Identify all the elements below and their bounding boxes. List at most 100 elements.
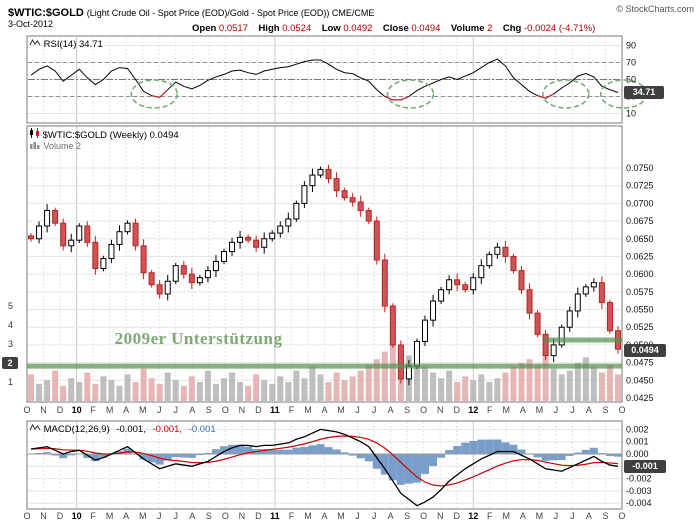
macd-histogram-bar bbox=[557, 454, 566, 461]
quote-bar: Open 0.0517 High 0.0524 Low 0.0492 Close… bbox=[192, 18, 601, 36]
close-label: Close bbox=[382, 23, 409, 34]
rsi-label: RSI(14) 34.71 bbox=[43, 39, 103, 50]
svg-text:S: S bbox=[602, 511, 608, 521]
macd-histogram-bar bbox=[589, 447, 598, 454]
svg-text:S: S bbox=[206, 405, 212, 415]
macd-histogram-bar bbox=[380, 454, 389, 475]
price-label: $WTIC:$GOLD (Weekly) 0.0494 bbox=[42, 130, 179, 141]
volume-bars bbox=[28, 344, 621, 401]
macd-histogram-bar bbox=[228, 444, 237, 454]
price-legend: $WTIC:$GOLD (Weekly) 0.0494 bbox=[29, 128, 179, 141]
svg-text:J: J bbox=[355, 405, 360, 415]
macd-histogram-bar bbox=[316, 444, 325, 454]
svg-text:N: N bbox=[437, 511, 444, 521]
macd-histogram-bar bbox=[195, 454, 204, 456]
volume-bars-icon bbox=[30, 142, 40, 149]
macd-histogram-bar bbox=[91, 454, 100, 462]
macd-histogram-bar bbox=[581, 449, 590, 454]
chg-label: Chg bbox=[502, 23, 522, 34]
svg-text:10: 10 bbox=[72, 511, 82, 521]
macd-histogram-bar bbox=[187, 454, 196, 458]
macd-histogram-bar bbox=[501, 442, 510, 454]
low-value: 0.0492 bbox=[343, 23, 373, 34]
svg-text:0.0700: 0.0700 bbox=[626, 198, 654, 208]
symbol: $WTIC:$GOLD bbox=[8, 7, 84, 19]
rsi-series bbox=[30, 58, 648, 109]
macd-histogram-bar bbox=[565, 454, 574, 456]
macd-histogram-bar bbox=[461, 442, 470, 454]
macd-histogram-bar bbox=[412, 454, 421, 483]
macd-hist-value: -0.001 bbox=[188, 424, 216, 435]
quote-close: Close 0.0494 bbox=[383, 23, 441, 34]
macd-histogram-bar bbox=[292, 447, 301, 454]
oversold-ellipse bbox=[130, 79, 179, 109]
panel-borders bbox=[26, 35, 623, 510]
svg-text:J: J bbox=[570, 511, 575, 521]
svg-text:A: A bbox=[388, 405, 394, 415]
macd-histogram-bar bbox=[485, 439, 494, 454]
macd-histogram-bar bbox=[396, 454, 405, 485]
low-label: Low bbox=[321, 23, 341, 34]
macd-histogram-bar bbox=[429, 454, 438, 467]
macd-histogram-bar bbox=[139, 454, 148, 460]
svg-text:J: J bbox=[174, 405, 179, 415]
volume-label: Volume bbox=[450, 23, 485, 34]
svg-text:90: 90 bbox=[626, 41, 636, 51]
macd-histogram-bar bbox=[155, 454, 164, 465]
volume-value: 2 bbox=[487, 23, 493, 34]
macd-histogram-bar bbox=[364, 454, 373, 462]
volume-legend-label: Volume 2 bbox=[43, 141, 82, 151]
svg-text:M: M bbox=[106, 511, 114, 521]
svg-text:0.0475: 0.0475 bbox=[626, 358, 654, 368]
svg-text:M: M bbox=[536, 405, 544, 415]
macd-panel-series bbox=[27, 428, 622, 507]
svg-text:0.0450: 0.0450 bbox=[626, 375, 654, 385]
quote-date: 3-Oct-2012 bbox=[8, 19, 54, 29]
quote-volume: Volume 2 bbox=[451, 23, 493, 34]
svg-text:M: M bbox=[139, 405, 147, 415]
macd-histogram-bar bbox=[340, 452, 349, 454]
svg-text:D: D bbox=[453, 511, 460, 521]
macd-histogram-bar bbox=[244, 446, 253, 454]
svg-text:O: O bbox=[420, 511, 427, 521]
svg-text:0.0675: 0.0675 bbox=[626, 216, 654, 226]
svg-text:A: A bbox=[123, 511, 129, 521]
oversold-ellipse bbox=[386, 79, 435, 109]
svg-text:D: D bbox=[57, 511, 64, 521]
macd-histogram-bar bbox=[163, 454, 172, 461]
quote-change: Chg -0.0024 (-4.71%) bbox=[503, 23, 595, 34]
svg-text:O: O bbox=[618, 511, 625, 521]
macd-histogram-bar bbox=[268, 450, 277, 454]
macd-histogram-bar bbox=[605, 454, 614, 457]
svg-text:J: J bbox=[554, 405, 559, 415]
stockcharts-credit[interactable]: © StockCharts.com bbox=[616, 4, 694, 14]
svg-text:-0.003: -0.003 bbox=[626, 486, 652, 496]
line-indicator-icon bbox=[29, 38, 41, 46]
quote-open: Open 0.0517 bbox=[192, 23, 248, 34]
svg-text:S: S bbox=[602, 405, 608, 415]
macd-histogram-bar bbox=[308, 445, 317, 454]
macd-histogram-bar bbox=[388, 454, 397, 481]
macd-histogram-bar bbox=[211, 449, 220, 454]
svg-text:3: 3 bbox=[8, 339, 13, 349]
candlestick-series bbox=[28, 164, 621, 386]
svg-text:J: J bbox=[355, 511, 360, 521]
svg-text:10: 10 bbox=[626, 109, 636, 119]
svg-text:-0.004: -0.004 bbox=[626, 498, 652, 508]
svg-text:N: N bbox=[437, 405, 444, 415]
svg-text:S: S bbox=[404, 405, 410, 415]
svg-text:F: F bbox=[487, 405, 493, 415]
macd-histogram-bar bbox=[276, 449, 285, 454]
macd-histogram-bar bbox=[284, 449, 293, 454]
svg-text:A: A bbox=[189, 405, 195, 415]
macd-histogram-bar bbox=[324, 447, 333, 454]
macd-histogram-bar bbox=[445, 450, 454, 454]
svg-text:M: M bbox=[304, 405, 312, 415]
svg-text:0.000: 0.000 bbox=[626, 449, 649, 459]
svg-text:0.0575: 0.0575 bbox=[626, 287, 654, 297]
svg-text:0.002: 0.002 bbox=[626, 424, 649, 434]
macd-histogram-bar bbox=[404, 454, 413, 484]
svg-text:M: M bbox=[106, 405, 114, 415]
svg-text:A: A bbox=[321, 405, 327, 415]
volume-current-badge: 2 bbox=[2, 357, 18, 369]
